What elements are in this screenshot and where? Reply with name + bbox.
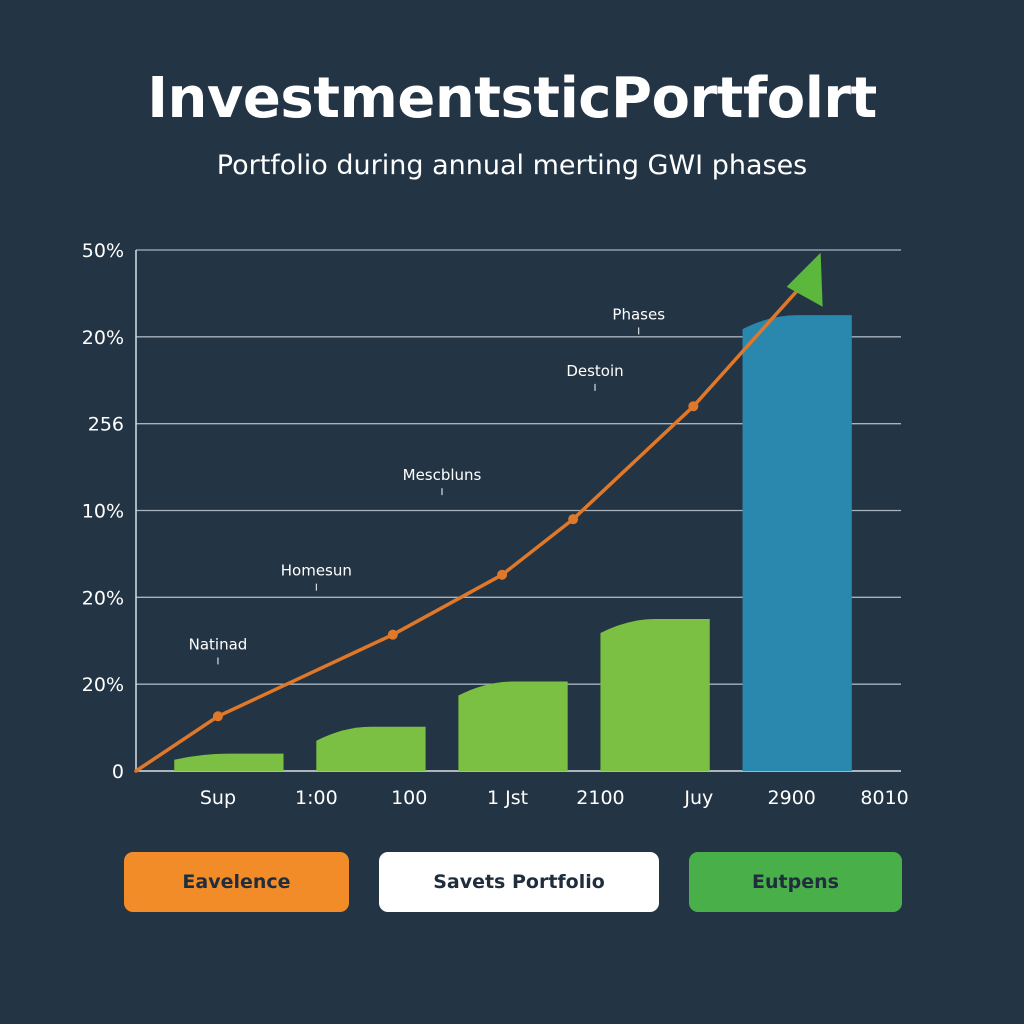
x-tick-label: 8010 [860, 787, 908, 809]
trend-arrow-head [786, 252, 823, 307]
annotation-label: Homesun [281, 562, 352, 580]
trend-point [497, 569, 508, 580]
bar-3 [600, 619, 710, 771]
y-tick-label: 20% [82, 674, 124, 696]
trend-point [212, 711, 223, 722]
y-tick-label: 10% [82, 501, 124, 523]
y-tick-label: 20% [82, 327, 124, 349]
trend-point [568, 514, 579, 525]
y-tick-label: 256 [88, 414, 124, 436]
x-tick-label: Sup [200, 787, 236, 809]
x-tick-label: 100 [391, 787, 427, 809]
x-tick-label: 2100 [576, 787, 624, 809]
x-tick-label: Juy [683, 787, 713, 809]
y-tick-label: 0 [112, 761, 124, 783]
chart-subtitle: Portfolio during annual merting GWI phas… [216, 150, 808, 181]
bar-2 [458, 681, 568, 771]
savets-portfolio-button[interactable]: Savets Portfolio [379, 852, 659, 912]
trend-point [688, 401, 699, 412]
eutpens-button[interactable]: Eutpens [689, 852, 902, 912]
annotation-label: Mescbluns [403, 466, 482, 484]
annotation-label: Destoin [566, 362, 623, 380]
x-tick-label: 1:00 [295, 787, 338, 809]
bar-4 [742, 315, 852, 771]
annotation-label: Phases [612, 305, 665, 323]
bar-1 [316, 726, 426, 771]
y-tick-label: 50% [82, 240, 124, 262]
button-row: Eavelence Savets Portfolio Eutpens [0, 852, 1024, 912]
x-tick-label: 1 Jst [487, 787, 528, 809]
trend-point [387, 629, 398, 640]
y-tick-label: 20% [82, 587, 124, 609]
eavelence-button[interactable]: Eavelence [124, 852, 349, 912]
bar-0 [174, 753, 284, 771]
annotation-label: Natinad [189, 635, 248, 653]
chart-title: InvestmentsticPortfolrt [147, 66, 877, 131]
x-tick-label: 2900 [768, 787, 816, 809]
